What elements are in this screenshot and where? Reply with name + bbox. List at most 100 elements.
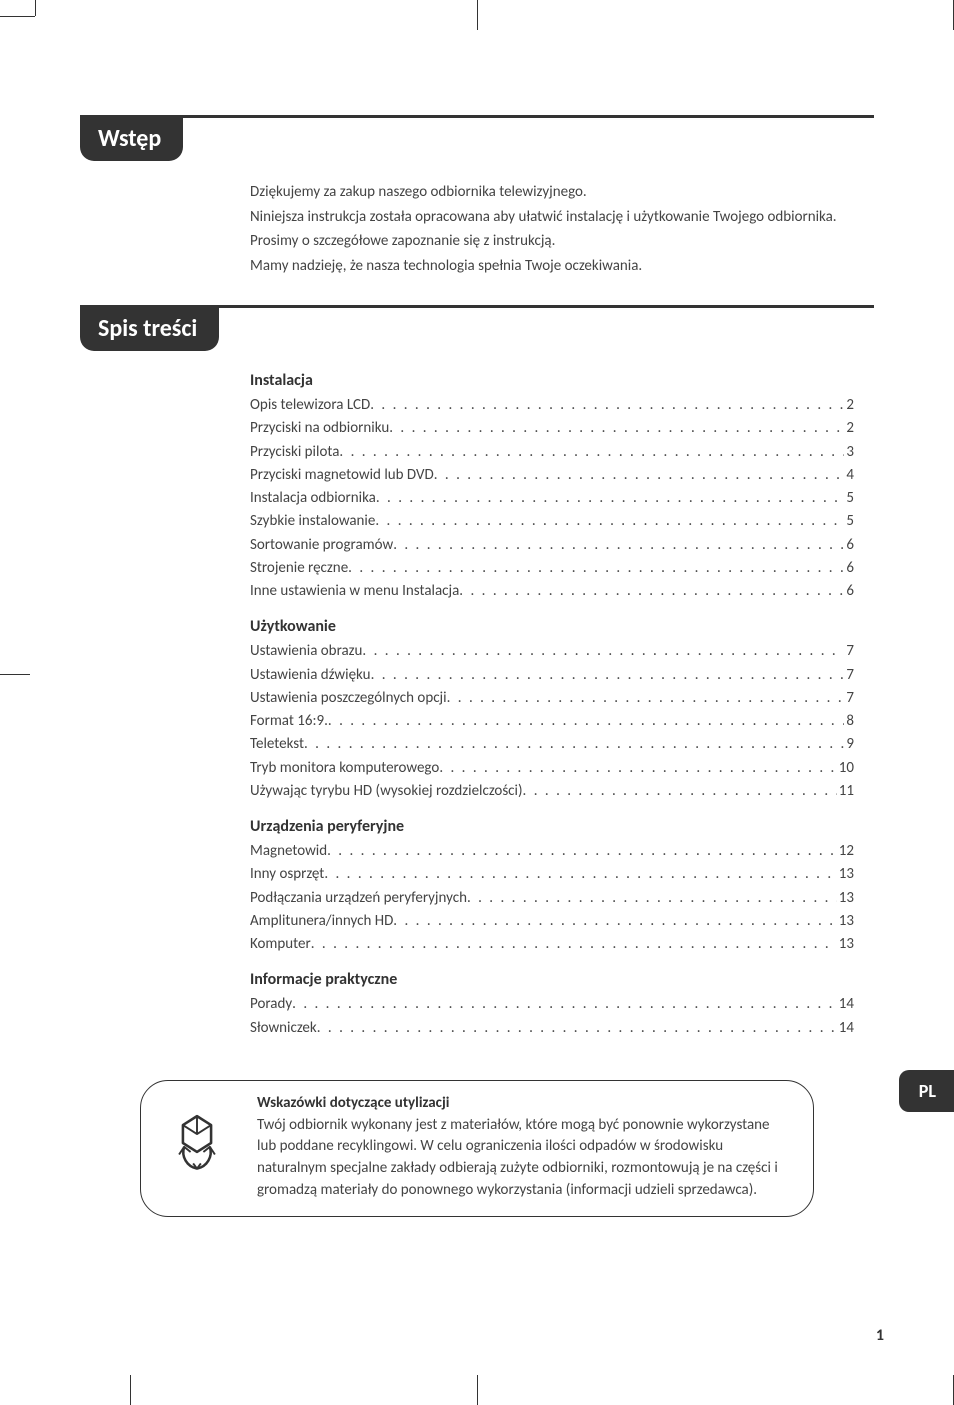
toc-entry-label: Szybkie instalowanie xyxy=(250,510,375,533)
toc-dots xyxy=(523,780,837,803)
toc-entry: Porady 14 xyxy=(250,993,854,1016)
toc-entry: Format 16:9. 8 xyxy=(250,710,854,733)
toc-section-title: Urządzenia peryferyjne xyxy=(250,817,854,836)
crop-mark xyxy=(35,0,36,16)
toc-entry-page: 10 xyxy=(837,757,854,780)
heading-toc: Spis treści xyxy=(80,308,219,351)
toc-entry: Ustawienia dźwięku 7 xyxy=(250,664,854,687)
toc-dots xyxy=(447,687,845,710)
intro-line: Dziękujemy za zakup naszego odbiornika t… xyxy=(250,181,854,204)
toc-entry: Używając tyrybu HD (wysokiej rozdzielczo… xyxy=(250,780,854,803)
toc-dots xyxy=(434,464,845,487)
toc-dots xyxy=(292,993,837,1016)
toc-entry-page: 5 xyxy=(844,510,854,533)
toc-dots xyxy=(389,417,844,440)
intro-line: Prosimy o szczegółowe zapoznanie się z i… xyxy=(250,230,854,253)
toc-entry-label: Tryb monitora komputerowego xyxy=(250,757,439,780)
toc-entry-page: 14 xyxy=(837,993,854,1016)
toc-entry: Przyciski na odbiorniku 2 xyxy=(250,417,854,440)
toc-dots xyxy=(439,757,836,780)
toc-entry: Ustawienia poszczególnych opcji 7 xyxy=(250,687,854,710)
toc-dots xyxy=(324,863,836,886)
toc-entry: Strojenie ręczne 6 xyxy=(250,557,854,580)
toc-entry: Słowniczek 14 xyxy=(250,1017,854,1040)
toc-dots xyxy=(370,394,844,417)
toc-entry-label: Inne ustawienia w menu Instalacja xyxy=(250,580,459,603)
toc-dots xyxy=(467,887,837,910)
toc-dots xyxy=(348,557,844,580)
toc-entry-page: 4 xyxy=(844,464,854,487)
toc-entry: Podłączania urządzeń peryferyjnych 13 xyxy=(250,887,854,910)
recycling-info-box: Wskazówki dotyczące utylizacji Twój odbi… xyxy=(140,1080,814,1217)
toc-entry-page: 13 xyxy=(837,887,854,910)
toc-dots xyxy=(317,1017,837,1040)
toc-entry-label: Przyciski na odbiorniku xyxy=(250,417,389,440)
intro-line: Mamy nadzieję, że nasza technologia speł… xyxy=(250,255,854,278)
toc-entry-page: 7 xyxy=(844,687,854,710)
toc-entry-label: Przyciski magnetowid lub DVD xyxy=(250,464,434,487)
toc-entry: Sortowanie programów 6 xyxy=(250,534,854,557)
toc-entry-page: 7 xyxy=(844,640,854,663)
toc-dots xyxy=(362,640,844,663)
recycling-info-title: Wskazówki dotyczące utylizacji xyxy=(257,1094,449,1112)
toc-entry-page: 14 xyxy=(837,1017,854,1040)
toc-entry: Przyciski magnetowid lub DVD 4 xyxy=(250,464,854,487)
toc-entry-page: 9 xyxy=(844,733,854,756)
toc-entry-page: 12 xyxy=(837,840,854,863)
toc-dots xyxy=(375,510,844,533)
toc-entry-page: 2 xyxy=(844,394,854,417)
toc-entry-page: 11 xyxy=(837,780,854,803)
crop-mark xyxy=(0,674,30,675)
crop-mark xyxy=(477,1375,478,1405)
toc-entry-label: Amplitunera/innych HD xyxy=(250,910,393,933)
toc-entry: Tryb monitora komputerowego 10 xyxy=(250,757,854,780)
toc-entry-label: Słowniczek xyxy=(250,1017,317,1040)
toc-entry-label: Opis telewizora LCD xyxy=(250,394,370,417)
toc-dots xyxy=(328,710,845,733)
toc-entry: Magnetowid 12 xyxy=(250,840,854,863)
toc-dots xyxy=(339,441,844,464)
toc-dots xyxy=(311,933,837,956)
toc-dots xyxy=(393,910,836,933)
toc-section-title: Użytkowanie xyxy=(250,617,854,636)
toc-entry: Komputer 13 xyxy=(250,933,854,956)
recycling-info-body: Twój odbiornik wykonany jest z materiałó… xyxy=(257,1116,778,1199)
heading-rule-intro: Wstęp xyxy=(80,115,874,161)
toc-entry-label: Przyciski pilota xyxy=(250,441,339,464)
toc-section-title: Instalacja xyxy=(250,371,854,390)
crop-mark xyxy=(130,1375,131,1405)
toc-entry-page: 6 xyxy=(844,534,854,557)
page-number: 1 xyxy=(876,1326,884,1345)
intro-paragraph: Dziękujemy za zakup naszego odbiornika t… xyxy=(250,181,854,277)
toc-entry: Ustawienia obrazu 7 xyxy=(250,640,854,663)
toc-entry-label: Teletekst xyxy=(250,733,304,756)
toc-dots xyxy=(459,580,844,603)
toc-entry: Amplitunera/innych HD 13 xyxy=(250,910,854,933)
toc-entry-label: Ustawienia poszczególnych opcji xyxy=(250,687,447,710)
toc-entry-label: Ustawienia obrazu xyxy=(250,640,362,663)
toc-entry-page: 13 xyxy=(837,863,854,886)
toc-body: InstalacjaOpis telewizora LCD 2Przyciski… xyxy=(250,371,854,1040)
toc-entry-page: 13 xyxy=(837,910,854,933)
toc-entry-page: 8 xyxy=(844,710,854,733)
toc-entry-page: 6 xyxy=(844,580,854,603)
toc-entry-page: 6 xyxy=(844,557,854,580)
toc-entry: Instalacja odbiornika 5 xyxy=(250,487,854,510)
toc-entry: Szybkie instalowanie 5 xyxy=(250,510,854,533)
toc-entry-label: Strojenie ręczne xyxy=(250,557,348,580)
toc-entry-label: Ustawienia dźwięku xyxy=(250,664,371,687)
intro-line: Niniejsza instrukcja została opracowana … xyxy=(250,206,854,229)
toc-entry-label: Magnetowid xyxy=(250,840,327,863)
toc-entry: Inne ustawienia w menu Instalacja 6 xyxy=(250,580,854,603)
crop-mark xyxy=(477,0,478,30)
toc-entry-label: Inny osprzęt xyxy=(250,863,324,886)
toc-entry-label: Używając tyrybu HD (wysokiej rozdzielczo… xyxy=(250,780,523,803)
toc-entry-page: 13 xyxy=(837,933,854,956)
page-content: Wstęp Dziękujemy za zakup naszego odbior… xyxy=(0,0,954,1257)
toc-entry-page: 2 xyxy=(844,417,854,440)
toc-entry-page: 5 xyxy=(844,487,854,510)
toc-entry: Teletekst 9 xyxy=(250,733,854,756)
crop-mark xyxy=(0,16,35,17)
toc-section-title: Informacje praktyczne xyxy=(250,970,854,989)
toc-dots xyxy=(327,840,837,863)
